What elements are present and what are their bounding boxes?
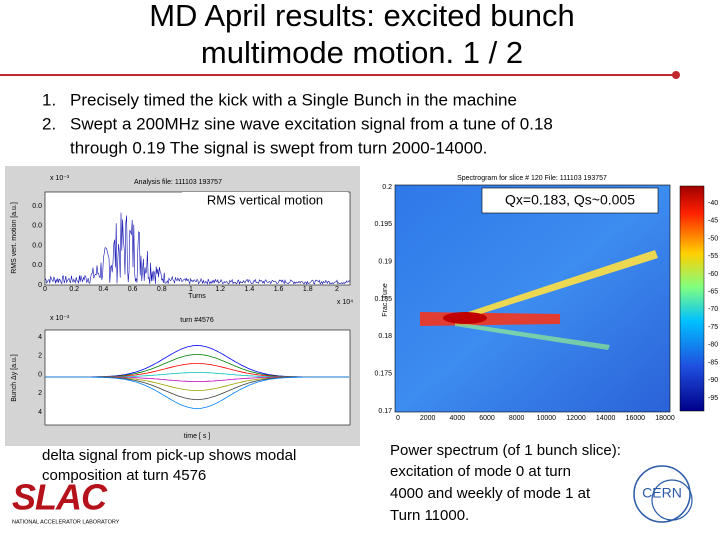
y-tick-label: -70 (708, 306, 718, 313)
y-tick-label: 0.0 (32, 203, 42, 210)
bullet-text: Precisely timed the kick with a Single B… (70, 90, 517, 109)
x-tick-label: 14000 (596, 415, 616, 422)
cern-logo: CERN (642, 485, 682, 501)
x-tick-label: 10000 (537, 415, 557, 422)
caption: delta signal from pick-up shows modal (42, 447, 296, 464)
cern-ring (633, 465, 691, 523)
y-tick-label: 0.0 (32, 262, 42, 269)
y-tick-label: 0 (38, 371, 42, 378)
y-tick-label: -65 (708, 288, 718, 295)
caption: composition at turn 4576 (42, 467, 206, 484)
mode-traces (45, 345, 349, 409)
y-tick-label: -55 (708, 253, 718, 260)
bullet-text: Swept a 200MHz sine wave excitation sign… (70, 114, 553, 133)
y-tick-label: 0.0 (32, 223, 42, 230)
x-tick-label: 1.2 (215, 286, 225, 293)
title-line: MD April results: excited bunch (149, 0, 575, 33)
plot-label: Qx=0.183, Qs~0.005 (505, 192, 635, 208)
x-tick-label: 12000 (566, 415, 586, 422)
x-tick-label: 1.6 (274, 286, 284, 293)
plot-title: turn #4576 (180, 317, 214, 324)
bullet-text: through 0.19 The signal is swept from tu… (70, 138, 487, 157)
y-tick-label: -50 (708, 235, 718, 242)
y-label: Bunch Δy [a.u.] (11, 354, 18, 402)
x-tick-label: 0.6 (128, 286, 138, 293)
x-tick-label: 0 (43, 286, 47, 293)
slac-sub: NATIONAL ACCELERATOR LABORATORY (12, 519, 120, 525)
caption: 4000 and weekly of mode 1 at (390, 485, 591, 502)
x-exponent: x 10⁴ (337, 299, 353, 306)
bullet-number: 2. (42, 114, 56, 133)
caption: Power spectrum (of 1 bunch slice): (390, 442, 621, 459)
y-tick-label: -60 (708, 271, 718, 278)
colorbar (679, 185, 705, 412)
y-tick-label: 0 (38, 282, 42, 289)
rms-line (44, 212, 351, 286)
y-tick-label: -85 (708, 359, 718, 366)
y-tick-label: 2 (38, 353, 42, 360)
y-exponent: x 10⁻³ (50, 175, 70, 182)
plot-title: Spectrogram for slice # 120 File: 111103… (457, 175, 607, 182)
x-tick-label: 2 (335, 286, 339, 293)
mode1-streak (450, 250, 658, 322)
y-tick-label: 0.2 (382, 184, 392, 191)
title-line: multimode motion. 1 / 2 (201, 35, 523, 70)
plot-label: RMS vertical motion (207, 192, 323, 207)
x-tick-label: 8000 (509, 415, 525, 422)
y-tick-label: 4 (38, 334, 42, 341)
y-tick-label: -45 (708, 218, 718, 225)
spectrogram (394, 184, 671, 413)
y-tick-label: -80 (708, 342, 718, 349)
y-tick-label: 0.17 (378, 408, 392, 415)
x-tick-label: 0.2 (69, 286, 79, 293)
y-exponent: x 10⁻³ (50, 315, 70, 322)
y-tick-label: -95 (708, 395, 718, 402)
y-tick-label: 0.18 (378, 333, 392, 340)
rule-dot (672, 71, 680, 79)
y-tick-label: -40 (708, 200, 718, 207)
y-tick-label: 0.185 (374, 296, 392, 303)
y-tick-label: 0.195 (374, 221, 392, 228)
x-label: Turns (188, 293, 206, 300)
x-tick-label: 0 (396, 415, 400, 422)
y-tick-label: -75 (708, 324, 718, 331)
y-label: RMS vert. motion [a.u.] (11, 202, 18, 274)
x-tick-label: 18000 (655, 415, 675, 422)
y-label: Frac. Tune (382, 283, 389, 317)
lower-streak (455, 322, 610, 350)
y-tick-label: -90 (708, 377, 718, 384)
plot-title: Analysis file: 111103 193757 (134, 179, 222, 186)
x-tick-label: 1.8 (303, 286, 313, 293)
rms-trace (44, 212, 351, 286)
bullet-number: 1. (42, 90, 56, 109)
label-box (481, 187, 659, 214)
x-tick-label: 1 (189, 286, 193, 293)
mode0-band (420, 312, 560, 326)
cern-ring (651, 479, 693, 521)
caption: excitation of mode 0 at turn (390, 463, 571, 480)
slac-logo: SLAC (12, 477, 108, 518)
x-label: time [ s ] (184, 433, 211, 440)
mode-line (45, 376, 349, 409)
x-tick-label: 1.4 (245, 286, 255, 293)
y-tick-label: 0.19 (378, 259, 392, 266)
x-tick-label: 2000 (420, 415, 436, 422)
x-tick-label: 0.8 (157, 286, 167, 293)
y-tick-label: 2 (38, 390, 42, 397)
label-box (182, 192, 348, 210)
x-tick-label: 0.4 (99, 286, 109, 293)
y-tick-label: 4 (38, 409, 42, 416)
mode0-peak (443, 312, 487, 324)
y-tick-label: 0.0 (32, 242, 42, 249)
x-tick-label: 4000 (450, 415, 466, 422)
caption: Turn 11000. (390, 507, 469, 524)
x-tick-label: 16000 (626, 415, 646, 422)
y-tick-label: 0.175 (374, 371, 392, 378)
x-tick-label: 6000 (479, 415, 495, 422)
